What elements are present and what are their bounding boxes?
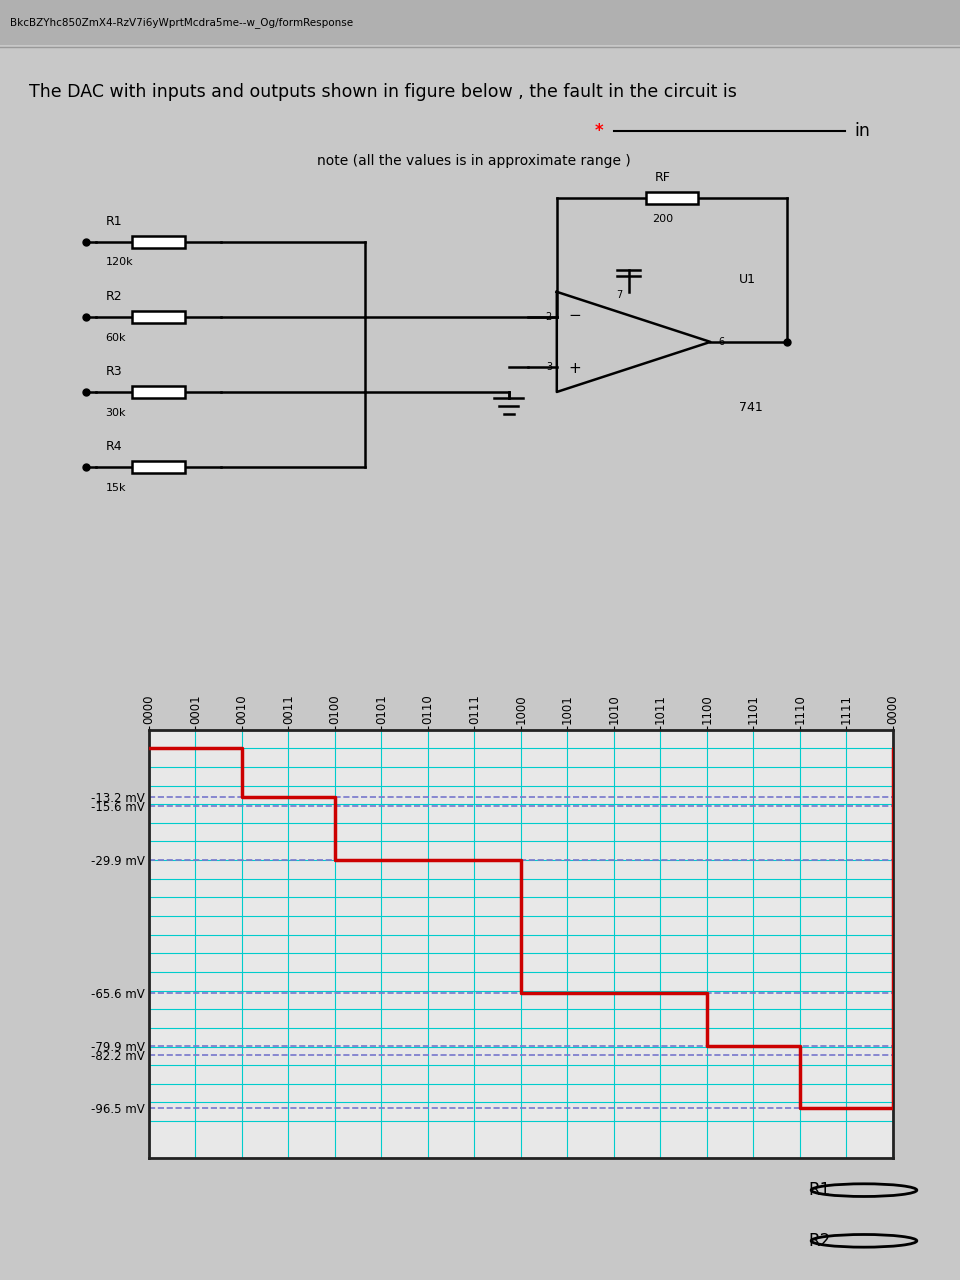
- Text: −: −: [568, 308, 581, 323]
- Text: 60k: 60k: [106, 333, 126, 343]
- Text: note (all the values is in approximate range ): note (all the values is in approximate r…: [317, 154, 631, 168]
- Text: +: +: [568, 361, 581, 376]
- Text: 741: 741: [739, 402, 763, 415]
- Text: R4: R4: [106, 440, 122, 453]
- Text: 6: 6: [718, 337, 724, 347]
- Text: RF: RF: [655, 172, 670, 184]
- Text: R2: R2: [808, 1231, 830, 1249]
- Text: 2: 2: [545, 312, 552, 321]
- Text: 15k: 15k: [106, 483, 126, 493]
- Text: BkcBZYhc850ZmX4-RzV7i6yWprtMcdra5me--w_Og/formResponse: BkcBZYhc850ZmX4-RzV7i6yWprtMcdra5me--w_O…: [10, 18, 352, 28]
- Text: *: *: [595, 122, 604, 140]
- Text: 30k: 30k: [106, 407, 126, 417]
- Text: R3: R3: [106, 365, 122, 378]
- Bar: [645, 192, 698, 205]
- Bar: [132, 461, 184, 474]
- Bar: [132, 236, 184, 248]
- Text: R2: R2: [106, 291, 122, 303]
- Text: R1: R1: [106, 215, 122, 228]
- Bar: [132, 311, 184, 323]
- Bar: [132, 385, 184, 398]
- Text: R1: R1: [808, 1181, 830, 1199]
- Text: 120k: 120k: [106, 257, 133, 268]
- Text: 7: 7: [615, 291, 622, 300]
- Text: in: in: [854, 122, 871, 140]
- Bar: [0, 0, 960, 45]
- Text: The DAC with inputs and outputs shown in figure below , the fault in the circuit: The DAC with inputs and outputs shown in…: [29, 83, 736, 101]
- Text: 200: 200: [652, 214, 673, 224]
- Text: U1: U1: [739, 273, 756, 285]
- Text: 3: 3: [546, 362, 552, 372]
